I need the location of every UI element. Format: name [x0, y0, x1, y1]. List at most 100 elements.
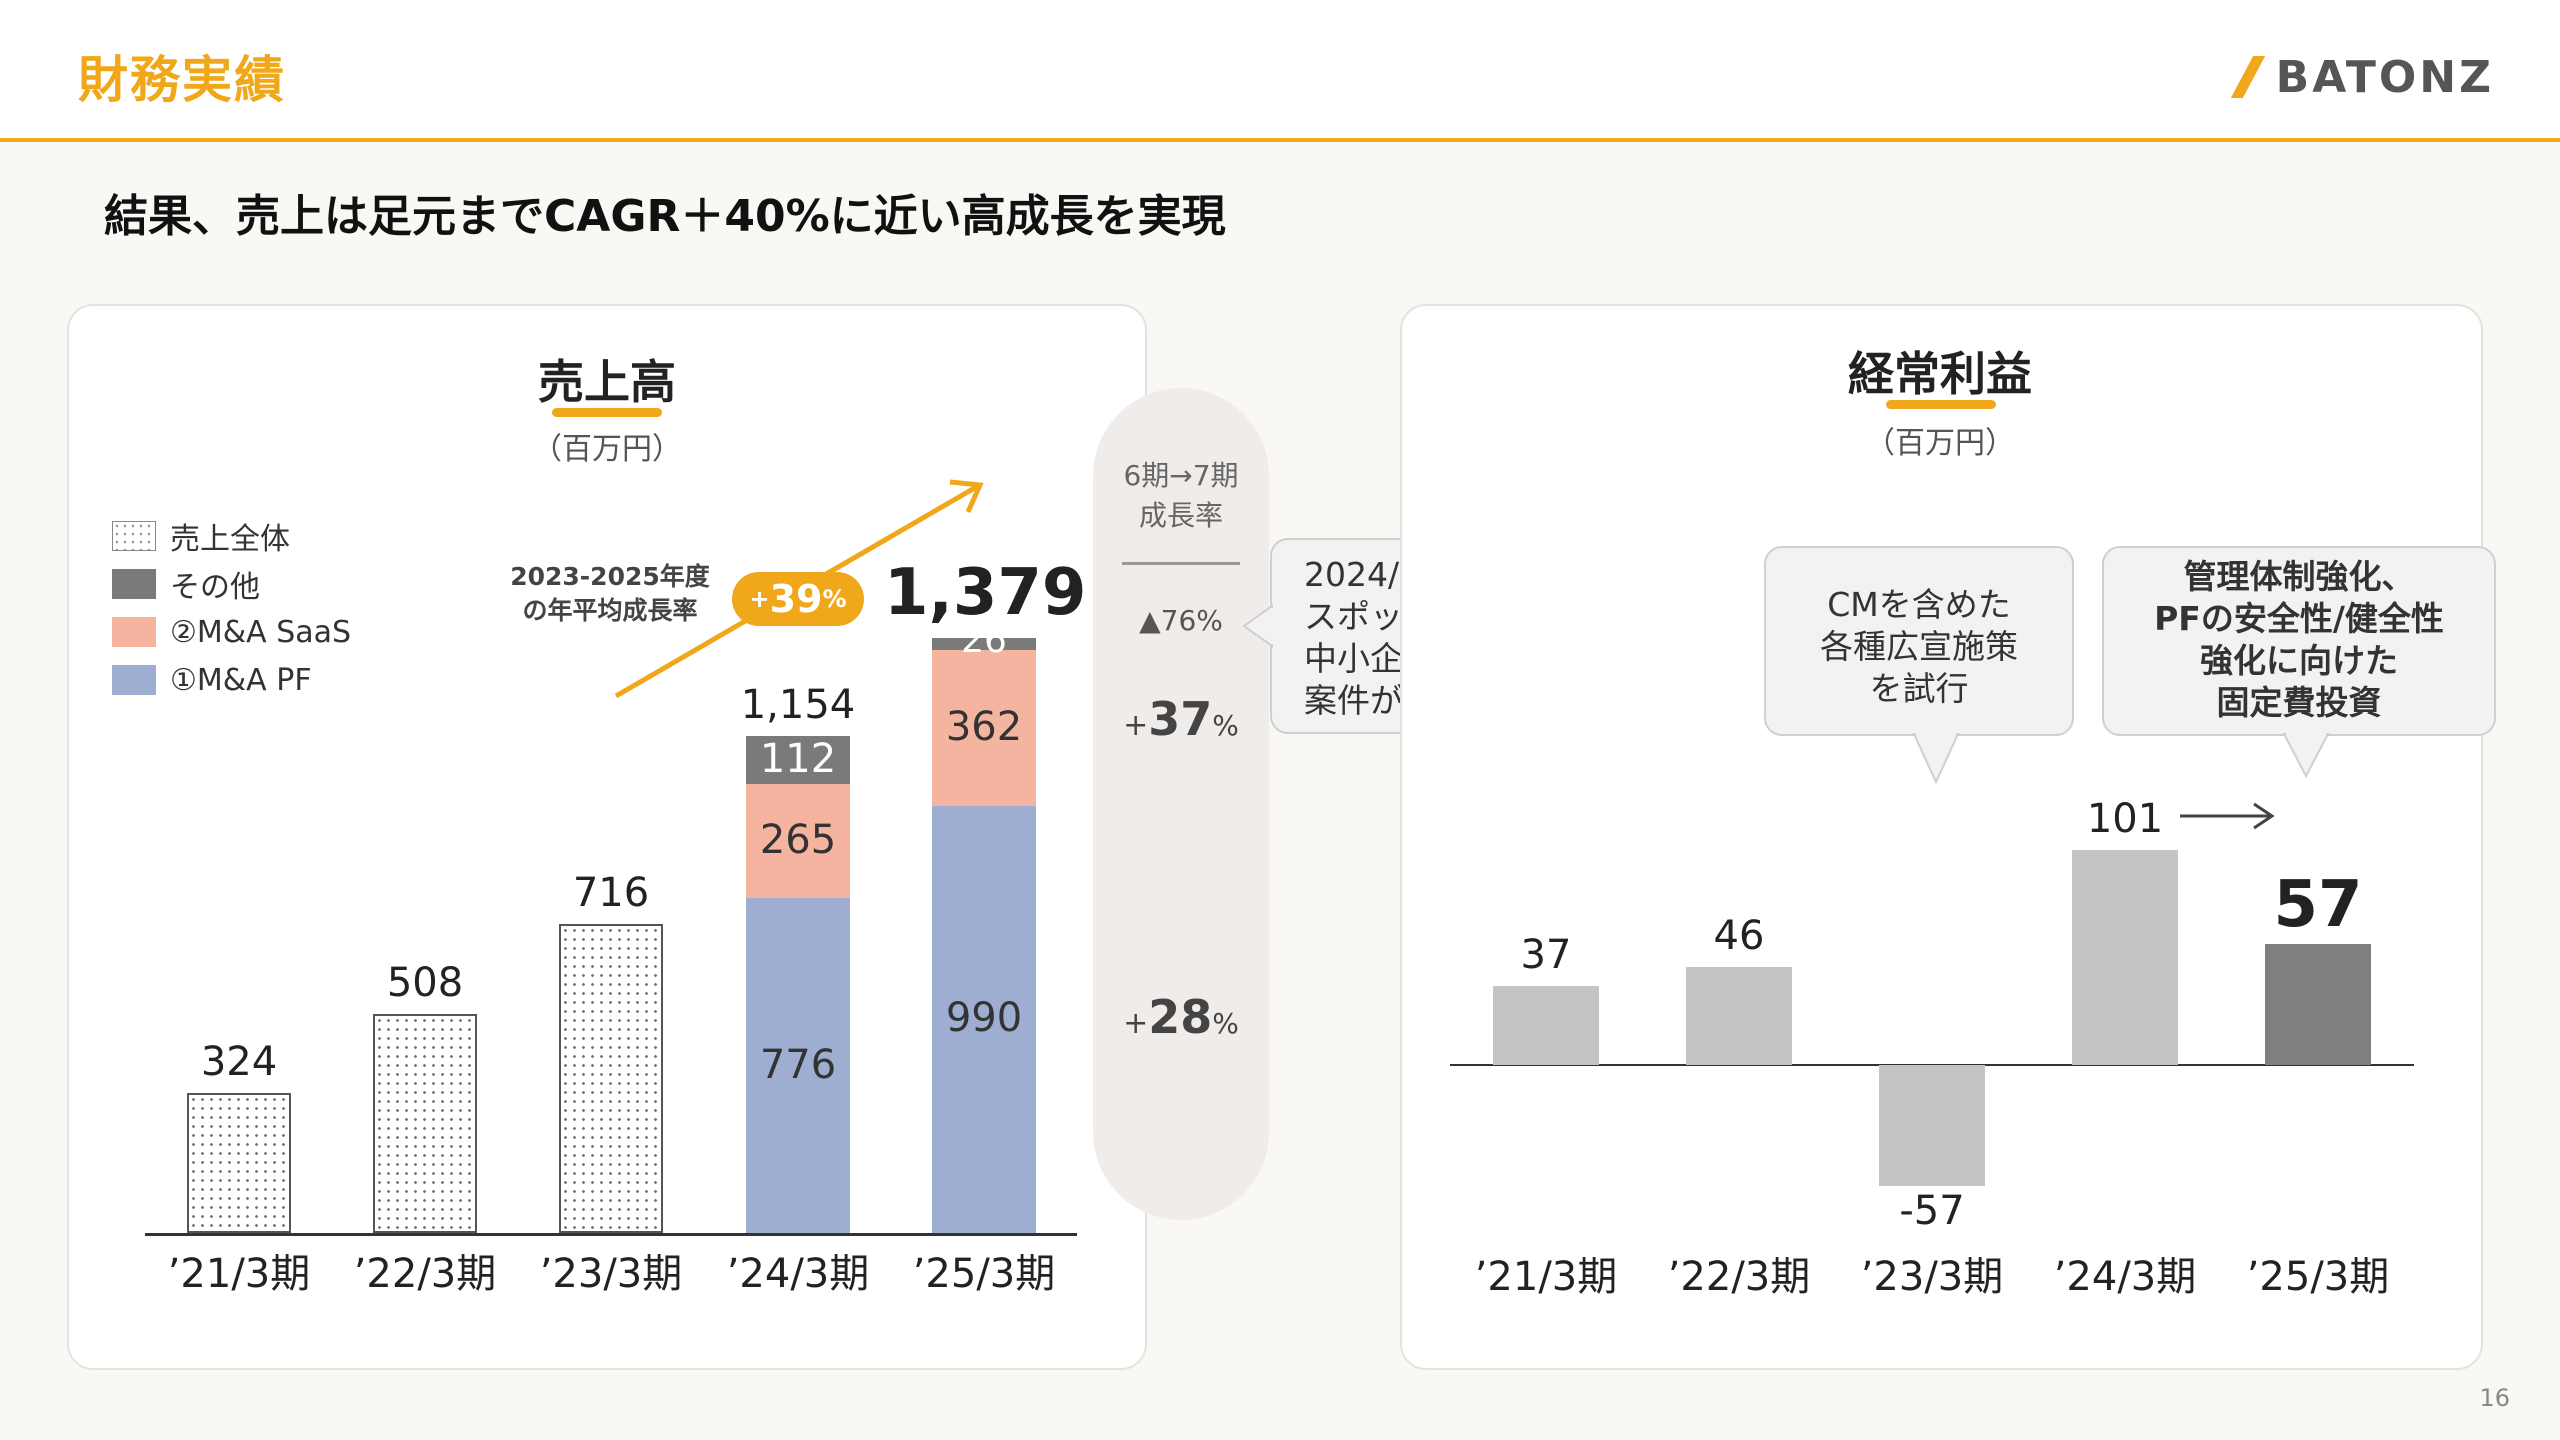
revenue-bar-saas: [932, 649, 1036, 806]
growth-rate-title: 6期→7期 成長率: [1093, 456, 1269, 536]
legend-label-other: その他: [170, 570, 260, 605]
profit-panel: [1400, 304, 2483, 1370]
callout-subsidy-pointer-icon: [1242, 604, 1274, 648]
revenue-x-tick: ’24/3期: [726, 1251, 870, 1297]
batonz-logo: BATONZ: [2230, 51, 2494, 103]
revenue-bar-total: [187, 1093, 291, 1233]
revenue-title: 売上高: [538, 355, 676, 409]
legend-swatch-other: [112, 569, 156, 599]
legend-label-saas: ②M&A SaaS: [170, 614, 352, 650]
revenue-bar-pf: [932, 805, 1036, 1233]
growth-other-value: ▲76%: [1139, 604, 1223, 637]
revenue-other-label: 112: [759, 735, 837, 782]
profit-x-tick: ’21/3期: [1474, 1254, 1618, 1300]
revenue-legend: 売上全体 その他 ②M&A SaaS ①M&A PF: [112, 512, 351, 704]
profit-x-tick: ’24/3期: [2053, 1254, 2197, 1300]
cagr-caption-line2: の年平均成長率: [522, 596, 698, 625]
logo-slash-icon: [2230, 56, 2265, 98]
profit-title: 経常利益: [1848, 347, 2032, 401]
revenue-total-label: 508: [386, 959, 464, 1006]
legend-item-pf: ①M&A PF: [112, 656, 351, 704]
callout-cm-line2: 各種広宣施策: [1820, 627, 2018, 666]
profit-x-tick: ’23/3期: [1860, 1254, 2004, 1300]
revenue-title-underline: [552, 408, 662, 417]
cagr-value: 39: [769, 577, 823, 621]
profit-value-label: 46: [1713, 913, 1765, 960]
growth-title-line1: 6期→7期: [1123, 459, 1239, 492]
page-number: 16: [2479, 1384, 2510, 1412]
revenue-saas-label: 265: [759, 817, 837, 863]
revenue-pf-label: 776: [759, 1041, 837, 1088]
revenue-total-label: 716: [572, 870, 650, 917]
profit-value-label: -57: [1899, 1188, 1965, 1235]
cagr-pct: %: [822, 585, 847, 613]
callout-cm: CMを含めた 各種広宣施策 を試行: [1764, 546, 2074, 736]
revenue-x-tick: ’23/3期: [539, 1251, 683, 1297]
revenue-bar-total: [373, 1013, 477, 1233]
callout-cm-pointer-icon: [1912, 732, 1960, 785]
callout-fixed-line4: 固定費投資: [2216, 683, 2382, 722]
revenue-bar-pf: [746, 898, 850, 1233]
callout-cm-line3: を試行: [1869, 669, 1969, 708]
profit-change-arrow-icon: [2180, 802, 2275, 830]
legend-item-total: 売上全体: [112, 512, 351, 560]
revenue-x-axis: [145, 1233, 1077, 1236]
profit-bar: [1493, 986, 1599, 1065]
profit-bar: [2072, 850, 2178, 1065]
growth-pf-plus: +: [1123, 1006, 1149, 1041]
headline: 結果、売上は足元までCAGR＋40%に近い高成長を実現: [104, 191, 1226, 242]
callout-fixed-line2: PFの安全性/健全性: [2154, 599, 2444, 638]
growth-pf: +28%: [1093, 990, 1269, 1044]
profit-value-label: 101: [2086, 796, 2164, 842]
legend-item-saas: ②M&A SaaS: [112, 608, 351, 656]
profit-bar: [1686, 967, 1792, 1065]
header: 財務実績 BATONZ: [0, 0, 2560, 142]
callout-fixed-cost: 管理体制強化、 PFの安全性/健全性 強化に向けた 固定費投資: [2102, 546, 2496, 736]
revenue-bar-saas: [746, 783, 850, 899]
revenue-pf-label: 990: [945, 995, 1023, 1042]
page-title: 財務実績: [78, 51, 286, 109]
profit-x-tick: ’22/3期: [1667, 1254, 1811, 1300]
profit-value-label: 37: [1520, 932, 1572, 979]
growth-saas: +37%: [1093, 692, 1269, 746]
revenue-x-tick: ’21/3期: [167, 1251, 311, 1297]
profit-bar: [1879, 1065, 1985, 1187]
revenue-other-label: 26: [961, 620, 1007, 662]
revenue-x-tick: ’25/3期: [912, 1251, 1056, 1297]
legend-swatch-total: [112, 521, 156, 551]
callout-cm-line1: CMを含めた: [1827, 585, 2011, 624]
profit-bar: [2265, 943, 2371, 1065]
revenue-bar-other: [746, 735, 850, 784]
profit-x-tick: ’25/3期: [2246, 1254, 2390, 1300]
legend-swatch-pf: [112, 665, 156, 695]
profit-title-underline: [1886, 400, 1996, 409]
growth-rate-pill: [1093, 388, 1269, 1220]
cagr-caption: 2023-2025年度 の年平均成長率: [500, 560, 720, 628]
legend-item-other: その他: [112, 560, 351, 608]
revenue-bar-other: [932, 638, 1036, 650]
revenue-total-label: 1,154: [740, 681, 856, 728]
revenue-saas-label: 362: [945, 703, 1023, 750]
growth-saas-pct: %: [1212, 709, 1239, 742]
growth-divider: [1122, 562, 1240, 565]
profit-unit: （百万円）: [1865, 426, 2015, 461]
cagr-caption-line1: 2023-2025年度: [510, 562, 710, 591]
growth-pf-value: 28: [1148, 990, 1213, 1044]
revenue-bar-total: [559, 924, 663, 1233]
legend-swatch-saas: [112, 617, 156, 647]
revenue-x-tick: ’22/3期: [353, 1251, 497, 1297]
legend-label-pf: ①M&A PF: [170, 662, 312, 698]
revenue-total-label: 1,379: [884, 556, 1087, 631]
logo-text: BATONZ: [2275, 51, 2494, 103]
cagr-badge: +39%: [732, 572, 864, 626]
revenue-total-label: 324: [200, 1039, 278, 1086]
callout-fixed-line1: 管理体制強化、: [2183, 557, 2415, 596]
revenue-unit: （百万円）: [532, 432, 682, 467]
legend-label-total: 売上全体: [170, 522, 290, 557]
growth-saas-plus: +: [1123, 708, 1149, 743]
profit-value-label: 57: [2273, 867, 2363, 942]
growth-title-line2: 成長率: [1138, 499, 1223, 532]
callout-fixed-pointer-icon: [2282, 732, 2330, 779]
cagr-plus: +: [749, 585, 770, 613]
callout-fixed-line3: 強化に向けた: [2200, 641, 2398, 680]
